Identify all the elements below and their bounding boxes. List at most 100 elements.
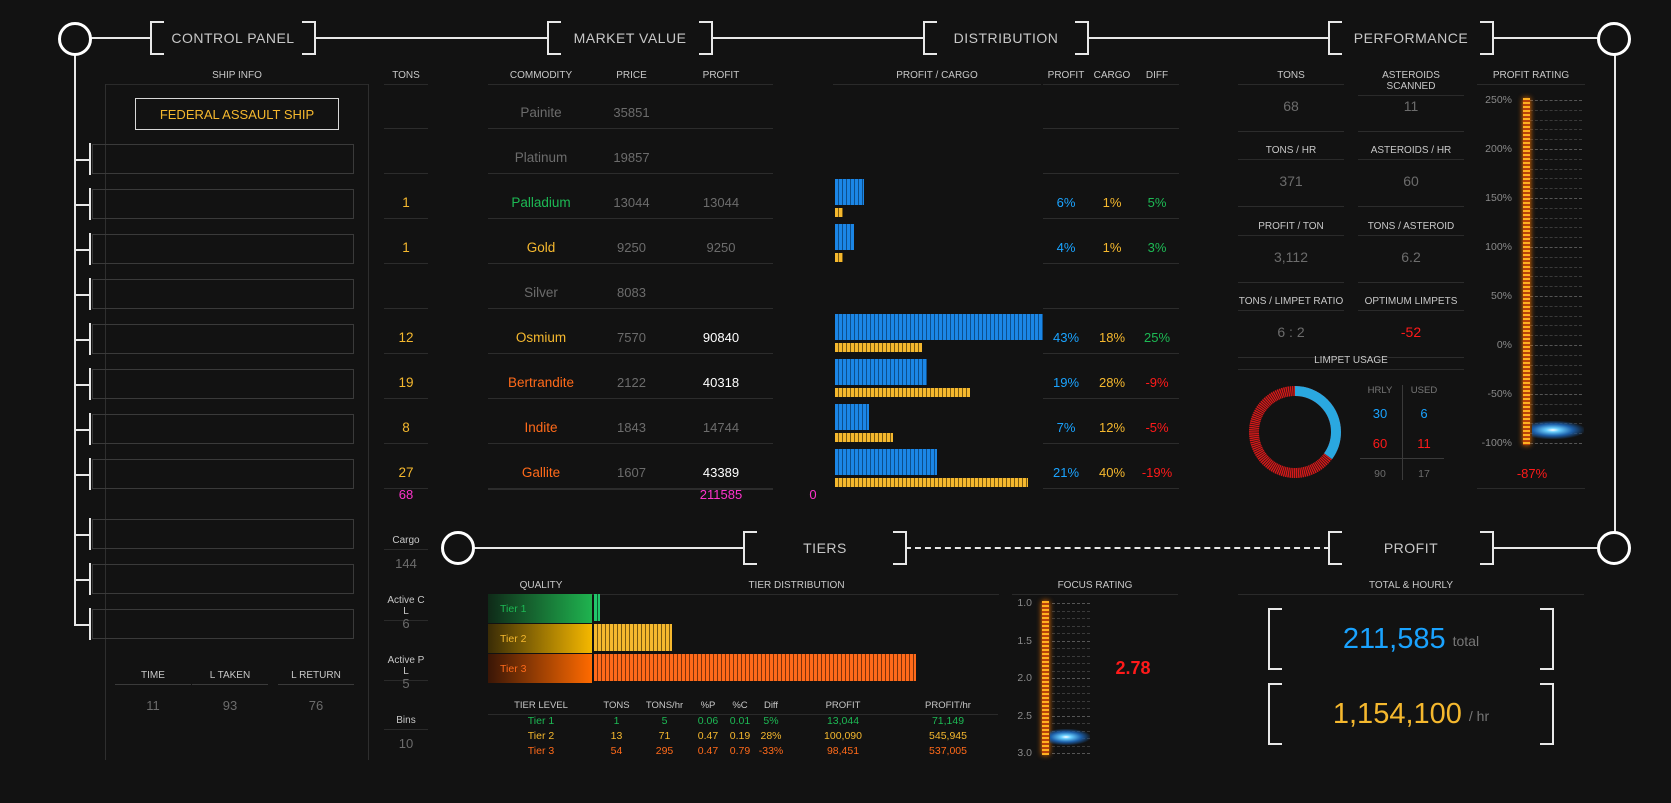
focus-minor-gridline	[1052, 700, 1090, 702]
tier-table-header: TIER LEVEL	[488, 700, 594, 715]
commodity-name[interactable]: Gold	[526, 240, 556, 255]
col-header-tons: TONS	[384, 70, 428, 85]
side-stat-value: 6	[402, 616, 410, 631]
commodity-name[interactable]: Palladium	[511, 195, 571, 210]
focus-tick-label: 1.5	[1017, 634, 1032, 647]
tier-table-cell: Tier 3	[527, 745, 555, 757]
rating-minor-gridline	[1530, 305, 1582, 307]
rating-minor-gridline	[1530, 109, 1582, 111]
cargo-share-bar	[835, 388, 970, 397]
commodity-name[interactable]: Silver	[524, 285, 558, 300]
tier-table-header: TONS/hr	[639, 700, 690, 715]
commodity-price: 9250	[617, 240, 646, 255]
ship-module-slot[interactable]	[92, 369, 354, 399]
ship-module-slot[interactable]	[92, 414, 354, 444]
trip-panel	[105, 655, 369, 760]
rating-gridline	[1530, 443, 1582, 444]
side-stat-label: Active C L	[384, 595, 428, 621]
slot-bracket	[89, 458, 91, 490]
commodity-price: 1843	[617, 420, 646, 435]
ship-module-slot[interactable]	[92, 609, 354, 639]
rating-minor-gridline	[1530, 286, 1582, 288]
rating-minor-gridline	[1530, 188, 1582, 190]
tier-table-cell: 0.06	[697, 715, 719, 727]
col-header-commodity: COMMODITY	[488, 70, 594, 85]
market-row-divider	[488, 218, 773, 219]
rating-minor-gridline	[1530, 335, 1582, 337]
rating-minor-gridline	[1530, 168, 1582, 170]
commodity-price: 19857	[613, 150, 650, 165]
slot-bracket	[89, 518, 91, 550]
commodity-name[interactable]: Indite	[524, 420, 558, 435]
commodity-name[interactable]: Platinum	[514, 150, 568, 165]
slot-connector	[75, 579, 91, 581]
perf-stat-label: TONS / ASTEROID	[1358, 221, 1464, 236]
focus-gridline	[1052, 640, 1090, 642]
rating-tick-label: 0%	[1496, 339, 1512, 351]
commodity-name[interactable]: Osmium	[515, 330, 567, 345]
slot-bracket	[89, 608, 91, 640]
ship-module-slot[interactable]	[92, 279, 354, 309]
commodity-price: 35851	[613, 105, 650, 120]
header-distribution-label: DISTRIBUTION	[953, 30, 1059, 46]
market-row-divider	[488, 488, 773, 489]
total-box: 211,585 total	[1268, 608, 1554, 670]
market-row-divider	[384, 353, 428, 354]
market-row-divider	[384, 173, 428, 174]
slot-connector	[75, 534, 91, 536]
limpet-col-hrly: HRLY	[1367, 385, 1393, 396]
slot-connector	[75, 474, 91, 476]
perf-stat-value: 6 : 2	[1277, 324, 1305, 340]
ship-module-slot[interactable]	[92, 234, 354, 264]
ship-module-slot[interactable]	[92, 459, 354, 489]
tier-table-header: PROFIT/hr	[898, 700, 998, 715]
ship-module-slot[interactable]	[92, 519, 354, 549]
tier-table-cell: 0.47	[697, 730, 719, 742]
col-header-profit-cargo: PROFIT / CARGO	[833, 70, 1041, 85]
total-profit-value: 211,585	[1342, 622, 1446, 655]
perf-stat-divider	[1358, 282, 1464, 283]
rating-gridline	[1530, 394, 1582, 395]
market-total-divider	[488, 489, 773, 490]
commodity-name[interactable]: Bertrandite	[507, 375, 575, 390]
cargo-share-bar	[835, 478, 1028, 487]
commodity-name[interactable]: Gallite	[521, 465, 561, 480]
commodity-name[interactable]: Painite	[520, 105, 562, 120]
tier-table-cell: Tier 1	[527, 715, 555, 727]
frame-mid-line-left	[458, 547, 743, 549]
ship-module-slot[interactable]	[92, 564, 354, 594]
tier-table-cell: 28%	[760, 730, 782, 742]
slot-connector	[75, 339, 91, 341]
cargo-share-bar	[835, 343, 922, 352]
dist-profit-pct: 4%	[1056, 240, 1076, 255]
focus-minor-gridline	[1052, 663, 1090, 664]
ship-module-slot[interactable]	[92, 189, 354, 219]
dist-diff-pct: 25%	[1143, 330, 1171, 345]
dist-cargo-pct: 28%	[1098, 375, 1126, 390]
rating-minor-gridline	[1530, 266, 1582, 268]
dist-profit-pct: 43%	[1052, 330, 1080, 345]
perf-stat-divider	[1238, 357, 1344, 358]
profit-rating-underline	[1477, 488, 1585, 489]
dist-cargo-pct: 1%	[1102, 240, 1122, 255]
slot-connector	[75, 204, 91, 206]
ship-module-slot[interactable]	[92, 144, 354, 174]
tier-table-cell: -33%	[758, 745, 784, 757]
market-tons-cell: 19	[398, 375, 414, 390]
ship-module-slot[interactable]	[92, 324, 354, 354]
focus-gridline	[1052, 715, 1090, 717]
market-row-divider	[384, 308, 428, 309]
trip-value: 76	[308, 698, 324, 713]
slot-bracket	[89, 563, 91, 595]
commodity-price: 13044	[613, 195, 650, 210]
ship-name-box[interactable]: FEDERAL ASSAULT SHIP	[135, 98, 339, 130]
dist-diff-pct: -19%	[1141, 465, 1173, 480]
dist-row-divider	[1043, 398, 1179, 399]
frame-node-top-right	[1597, 22, 1631, 56]
slot-bracket	[89, 188, 91, 220]
rating-minor-gridline	[1530, 139, 1582, 141]
limpet-usage-title: LIMPET USAGE	[1238, 355, 1464, 370]
tier-table-cell: Tier 2	[527, 730, 555, 742]
focus-tick-label: 1.0	[1017, 597, 1032, 609]
market-row-divider	[384, 398, 428, 399]
